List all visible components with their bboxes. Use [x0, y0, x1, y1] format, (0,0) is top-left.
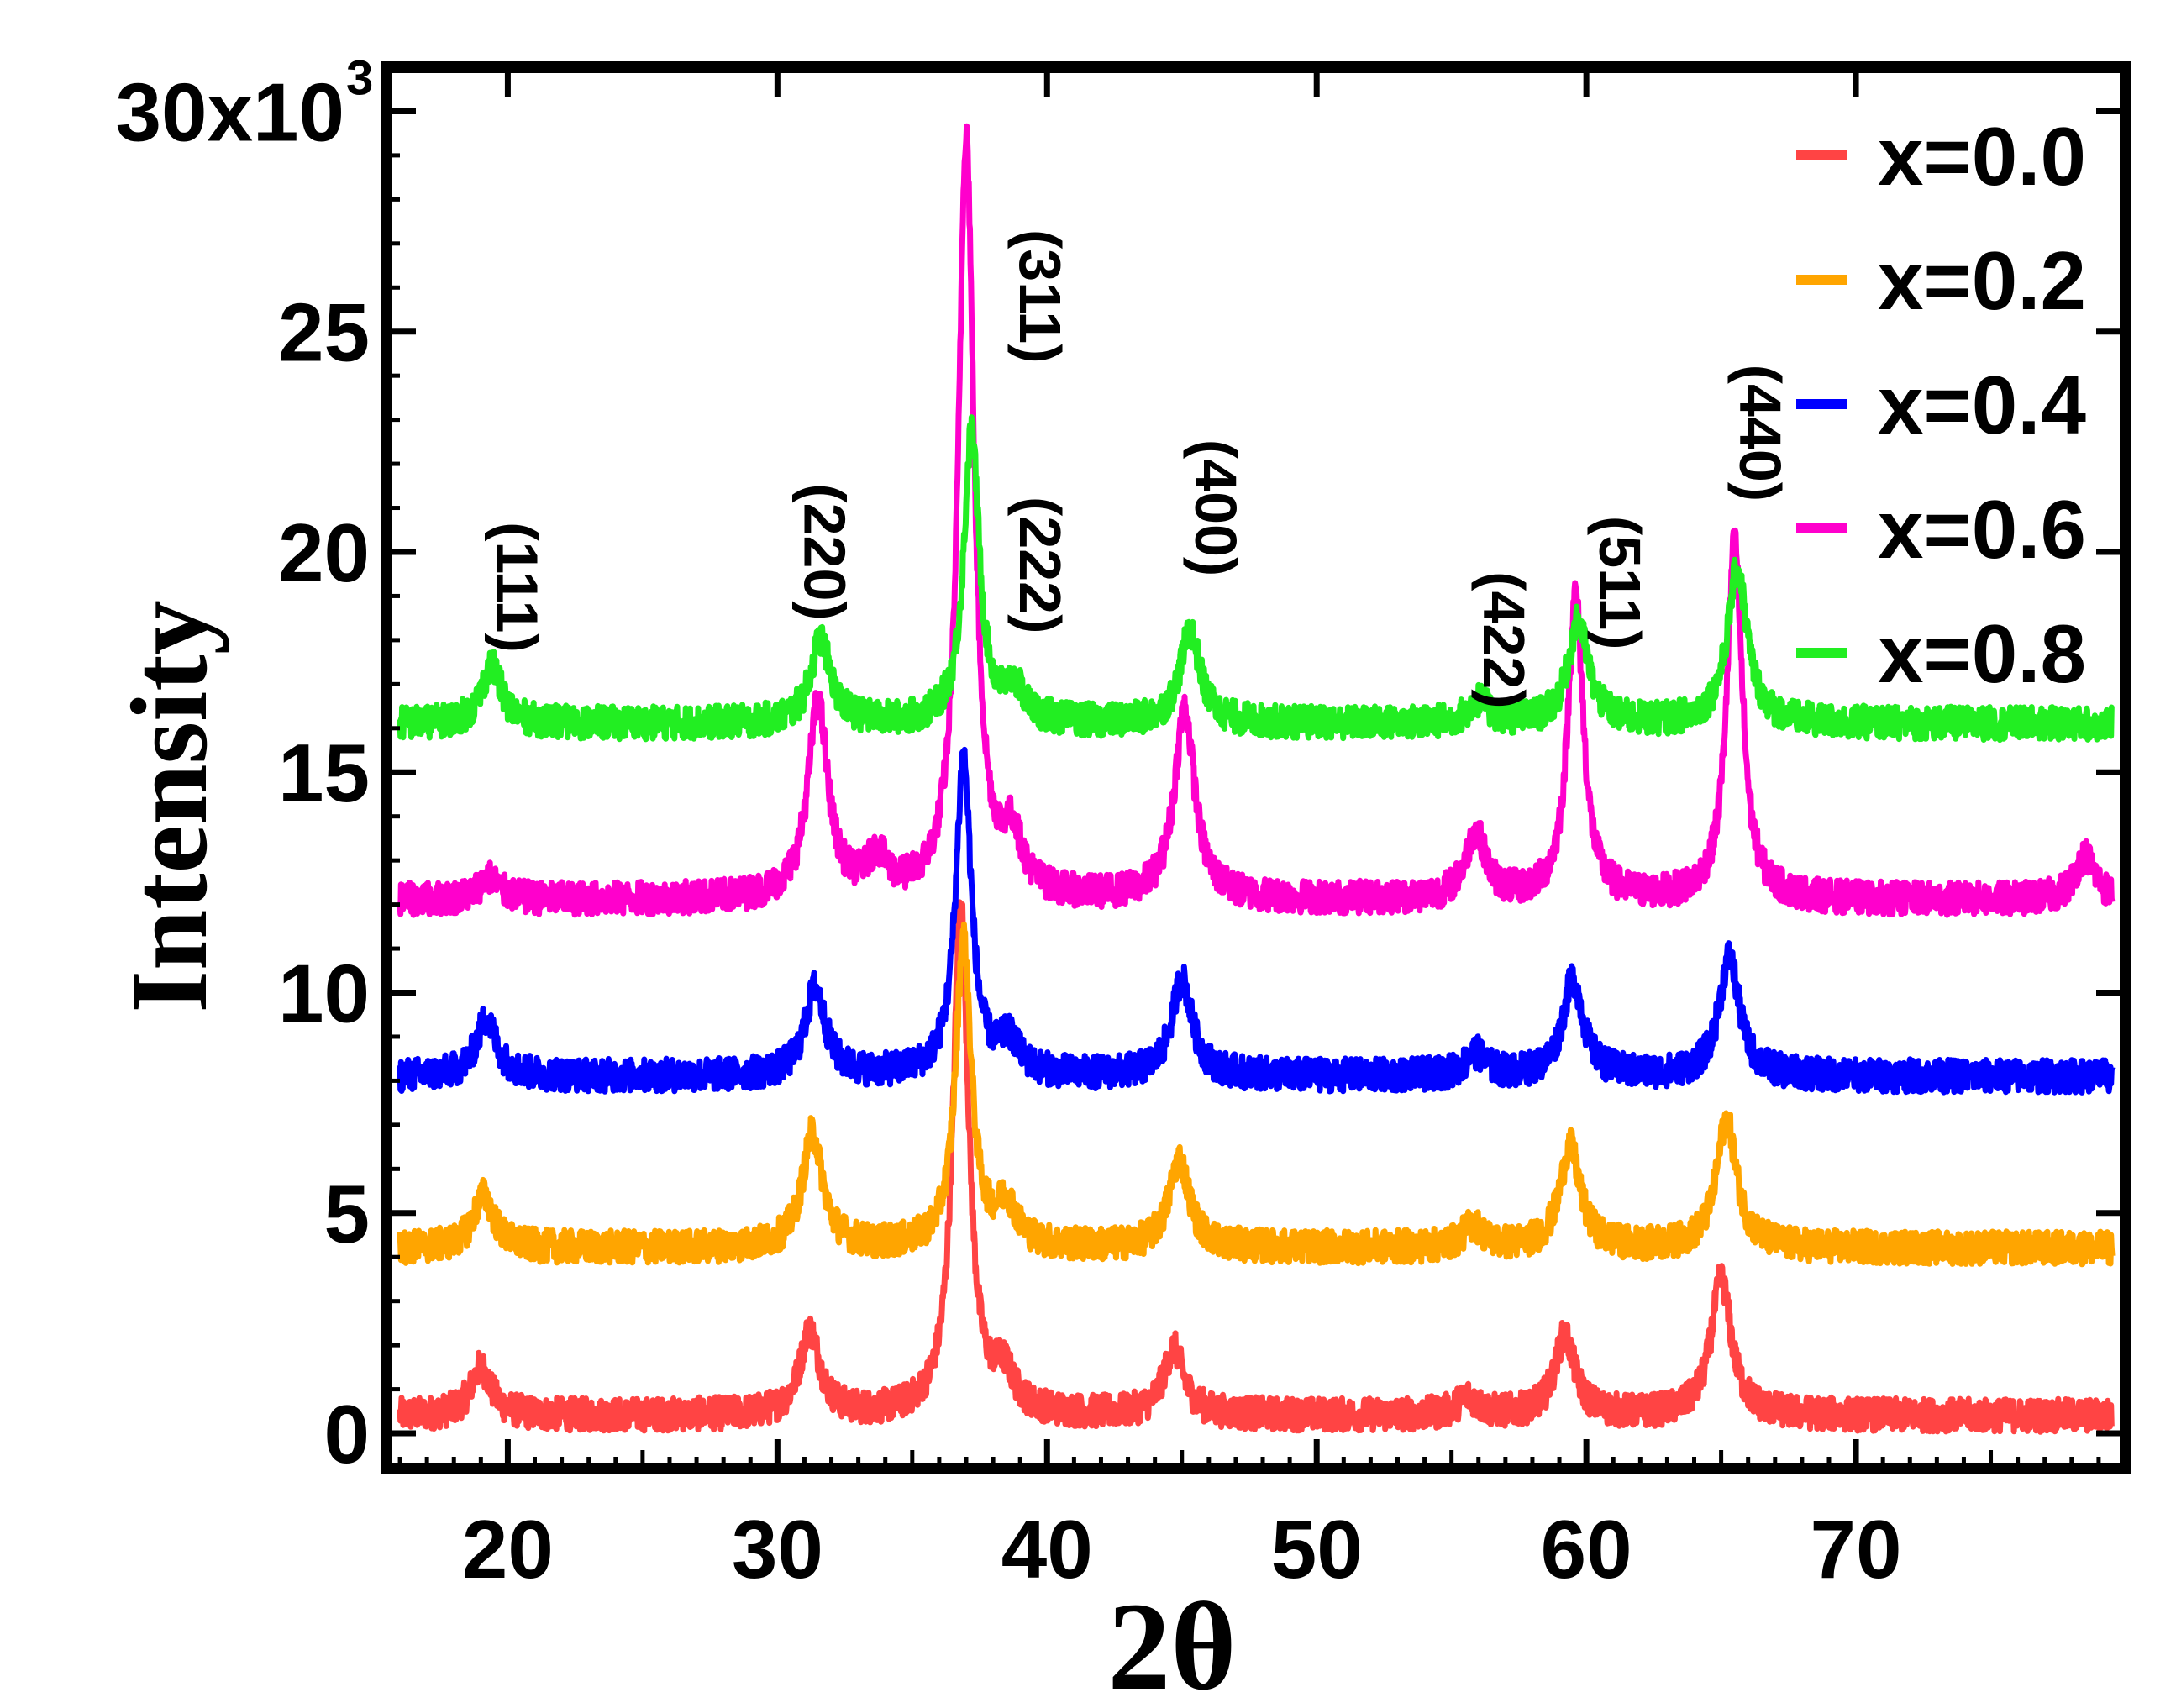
x-axis-title: 2θ — [1107, 1577, 1236, 1708]
y-tick-label: 5 — [323, 1168, 370, 1260]
y-exponent-label: 3 — [346, 50, 373, 105]
peak-label: (220) — [791, 483, 857, 620]
series-line-x-0-2 — [397, 921, 2116, 1268]
series-line-x-0-8 — [397, 414, 2115, 744]
y-tick-label: 0 — [323, 1388, 370, 1480]
peak-label: (111) — [485, 522, 550, 653]
legend-label: x=0.0 — [1878, 110, 2086, 202]
y-axis-title: Intensity — [109, 600, 230, 1012]
x-tick-label: 50 — [1271, 1503, 1363, 1595]
peak-label: (511) — [1587, 516, 1653, 650]
peak-label: (311) — [1007, 229, 1073, 364]
peak-label: (222) — [1007, 497, 1073, 633]
peak-annotations: (111) (220) (311) (222) (400) (422) (511) (440) — [485, 229, 1793, 709]
peak-label: (400) — [1183, 439, 1248, 576]
peak-label: (440) — [1727, 365, 1793, 502]
x-axis-ticks: 20 30 40 50 60 70 — [397, 67, 2101, 1595]
series-line-x-0-6 — [397, 123, 2116, 918]
x-tick-label: 20 — [462, 1503, 554, 1595]
x-tick-label: 60 — [1541, 1503, 1632, 1595]
legend: x=0.0 x=0.2 x=0.4 x=0.6 x=0.8 — [1796, 110, 2086, 700]
series-line-x-0-0 — [397, 899, 2115, 1435]
y-tick-label: 30x10 — [115, 66, 344, 158]
y-tick-label: 25 — [278, 286, 370, 379]
series-curves — [397, 123, 2116, 1435]
y-tick-label: 10 — [278, 948, 370, 1040]
legend-label: x=0.4 — [1878, 359, 2086, 451]
y-tick-label: 15 — [278, 727, 370, 819]
y-tick-label: 20 — [278, 507, 370, 599]
legend-label: x=0.2 — [1878, 234, 2086, 327]
x-tick-label: 30 — [732, 1503, 823, 1595]
series-line-x-0-4 — [397, 746, 2116, 1096]
y-axis-ticks: 0 5 10 15 20 25 30x10 3 — [115, 50, 2126, 1480]
x-tick-label: 40 — [1001, 1503, 1093, 1595]
peak-label: (422) — [1471, 571, 1537, 708]
legend-label: x=0.8 — [1878, 607, 2086, 700]
legend-label: x=0.6 — [1878, 483, 2086, 575]
x-tick-label: 70 — [1811, 1503, 1902, 1595]
plot-frame — [381, 61, 2131, 1474]
